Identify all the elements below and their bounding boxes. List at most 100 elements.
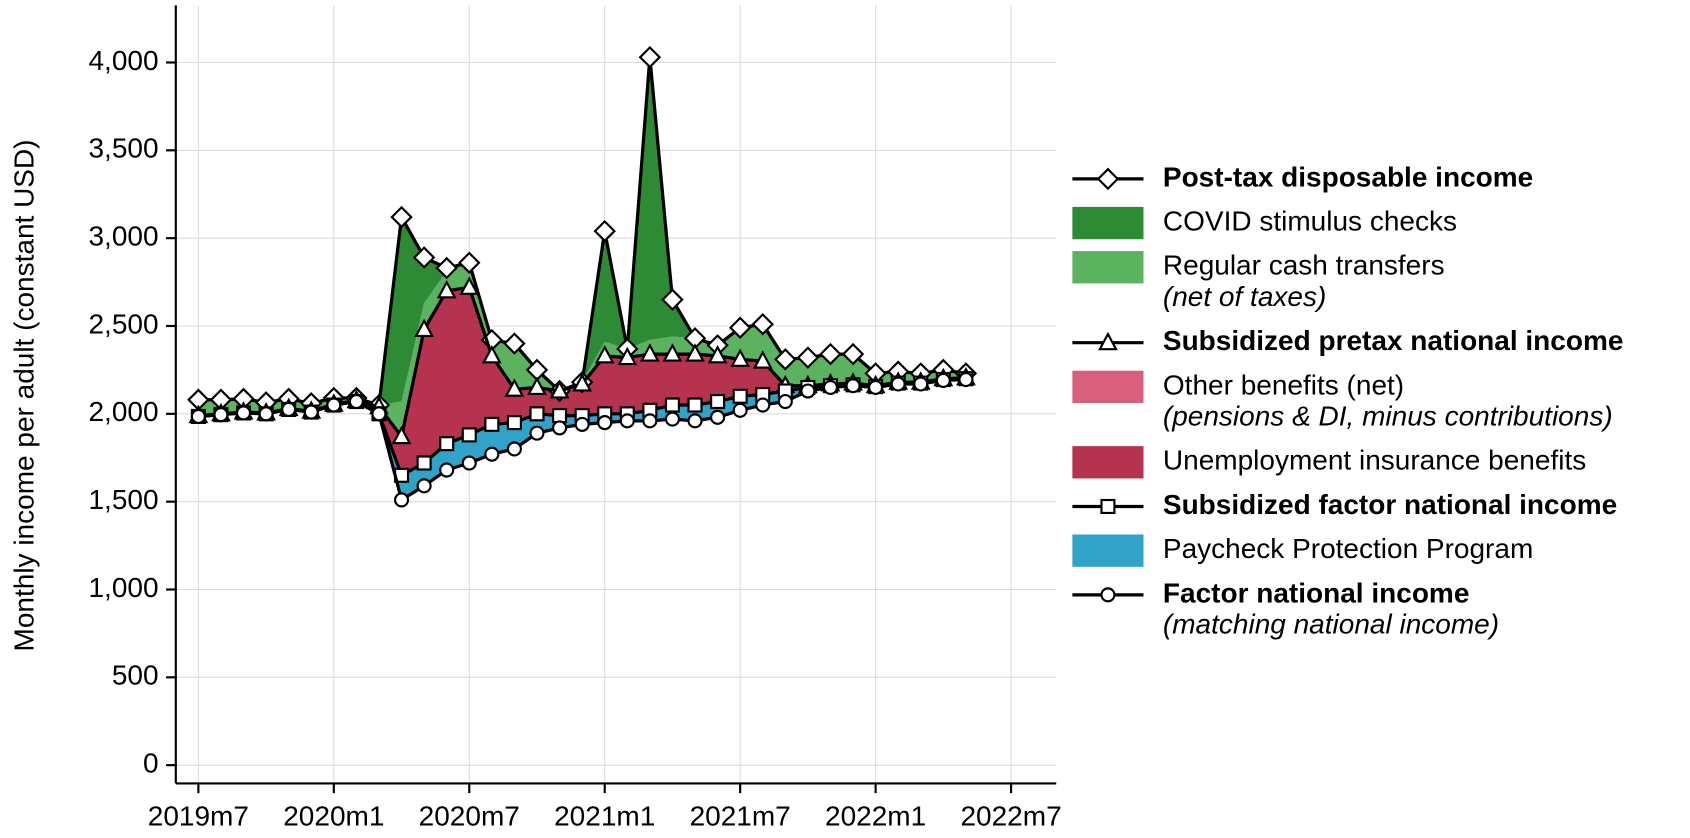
marker	[730, 348, 751, 367]
legend-swatch	[1072, 206, 1144, 240]
marker	[235, 405, 252, 421]
lines	[187, 45, 978, 508]
marker	[752, 350, 773, 369]
y-axis-label: Monthly income per adult (constant USD)	[8, 139, 39, 651]
marker	[371, 406, 387, 422]
marker	[529, 425, 545, 441]
marker	[574, 416, 590, 432]
marker	[687, 413, 703, 429]
marker	[732, 388, 748, 404]
legend-detail: (net of taxes)	[1163, 281, 1326, 312]
marker	[661, 288, 684, 311]
marker	[281, 401, 297, 417]
x-tick-label: 2021m7	[690, 800, 791, 831]
y-tick-label: 2,000	[88, 396, 158, 427]
marker	[774, 348, 797, 371]
marker	[484, 446, 500, 462]
marker	[529, 406, 545, 422]
marker	[710, 393, 726, 410]
marker	[458, 251, 481, 274]
marker	[755, 397, 771, 413]
marker	[391, 425, 412, 445]
areas	[198, 57, 966, 500]
marker	[777, 393, 793, 410]
marker	[1098, 331, 1118, 351]
marker	[594, 344, 615, 364]
marker	[484, 416, 500, 432]
x-tick-label: 2022m1	[825, 800, 926, 831]
y-tick-label: 0	[143, 748, 159, 779]
marker	[326, 397, 342, 413]
marker	[687, 397, 703, 413]
legend-detail: (matching national income)	[1163, 609, 1499, 640]
legend-label: Post-tax disposable income	[1163, 161, 1533, 192]
marker	[1096, 167, 1120, 191]
y-tick-label: 1,000	[88, 572, 158, 603]
marker	[868, 379, 884, 396]
marker	[638, 45, 662, 69]
legend-swatch	[1072, 534, 1144, 567]
legend-detail: (pensions & DI, minus contributions)	[1163, 401, 1613, 432]
marker	[481, 344, 502, 364]
marker	[506, 415, 522, 431]
marker	[439, 462, 455, 478]
marker	[796, 346, 820, 369]
x-tick-label: 2020m7	[419, 800, 520, 831]
legend-swatch	[1072, 251, 1144, 284]
marker	[1100, 587, 1116, 603]
marker	[435, 256, 458, 280]
legend-label: Subsidized factor national income	[1163, 489, 1617, 520]
marker	[619, 413, 635, 429]
x-tick-label: 2022m7	[960, 800, 1061, 831]
marker	[436, 279, 457, 299]
marker	[707, 344, 728, 364]
legend-label: Subsidized pretax national income	[1163, 325, 1624, 356]
y-tick-label: 4,000	[88, 45, 158, 76]
x-tick-label: 2019m7	[148, 800, 249, 831]
marker	[506, 441, 522, 457]
y-tick-label: 500	[112, 660, 159, 691]
marker	[416, 478, 432, 494]
marker	[751, 313, 774, 336]
marker	[685, 343, 705, 362]
marker	[213, 407, 229, 423]
marker	[394, 492, 410, 508]
marker	[822, 379, 839, 396]
marker	[416, 455, 432, 471]
marker	[732, 402, 748, 418]
marker	[819, 342, 842, 366]
marker	[845, 378, 861, 394]
x-tick-label: 2020m1	[283, 800, 384, 831]
y-tick-label: 2,500	[88, 308, 158, 339]
marker	[1100, 498, 1116, 515]
marker	[642, 413, 658, 429]
marker	[800, 383, 816, 399]
y-tick-label: 1,500	[88, 484, 158, 515]
marker	[710, 409, 726, 425]
marker	[552, 420, 568, 436]
legend-label: Unemployment insurance benefits	[1163, 445, 1586, 476]
marker	[412, 246, 436, 269]
marker	[639, 343, 660, 362]
marker	[461, 455, 477, 471]
marker	[572, 373, 593, 392]
legend-label: Other benefits (net)	[1163, 369, 1404, 400]
area	[198, 288, 966, 476]
marker	[459, 276, 480, 295]
marker	[258, 406, 274, 422]
marker	[890, 376, 906, 392]
marker	[662, 343, 683, 362]
marker	[597, 415, 613, 431]
legend-label: Factor national income	[1163, 577, 1469, 608]
marker	[348, 393, 364, 410]
marker	[527, 376, 547, 396]
marker	[728, 316, 752, 339]
marker	[664, 397, 680, 413]
marker	[303, 404, 319, 420]
marker	[503, 332, 526, 355]
marker	[190, 408, 206, 424]
marker	[664, 411, 680, 427]
marker	[593, 219, 616, 243]
marker	[841, 342, 865, 366]
legend-label: Regular cash transfers	[1163, 250, 1445, 281]
